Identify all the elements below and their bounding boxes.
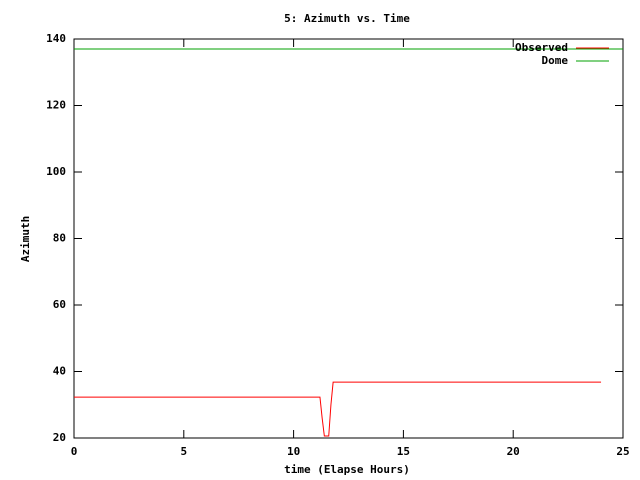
x-tick-label: 10 bbox=[287, 445, 300, 458]
y-tick-label: 60 bbox=[53, 298, 66, 311]
y-tick-label: 20 bbox=[53, 431, 66, 444]
y-tick-label: 100 bbox=[46, 165, 66, 178]
y-tick-label: 140 bbox=[46, 32, 66, 45]
x-tick-label: 15 bbox=[397, 445, 410, 458]
x-tick-label: 20 bbox=[507, 445, 520, 458]
y-tick-label: 80 bbox=[53, 232, 66, 245]
x-tick-label: 5 bbox=[180, 445, 187, 458]
series-line bbox=[74, 381, 602, 437]
legend-label: Observed bbox=[515, 41, 568, 54]
chart-title: 5: Azimuth vs. Time bbox=[284, 12, 410, 25]
y-tick-label: 40 bbox=[53, 365, 66, 378]
legend-label: Dome bbox=[542, 54, 569, 67]
x-tick-label: 0 bbox=[71, 445, 78, 458]
y-tick-label: 120 bbox=[46, 99, 66, 112]
x-axis-label: time (Elapse Hours) bbox=[284, 463, 410, 476]
x-tick-label: 25 bbox=[616, 445, 629, 458]
y-axis-label: Azimuth bbox=[19, 216, 32, 262]
